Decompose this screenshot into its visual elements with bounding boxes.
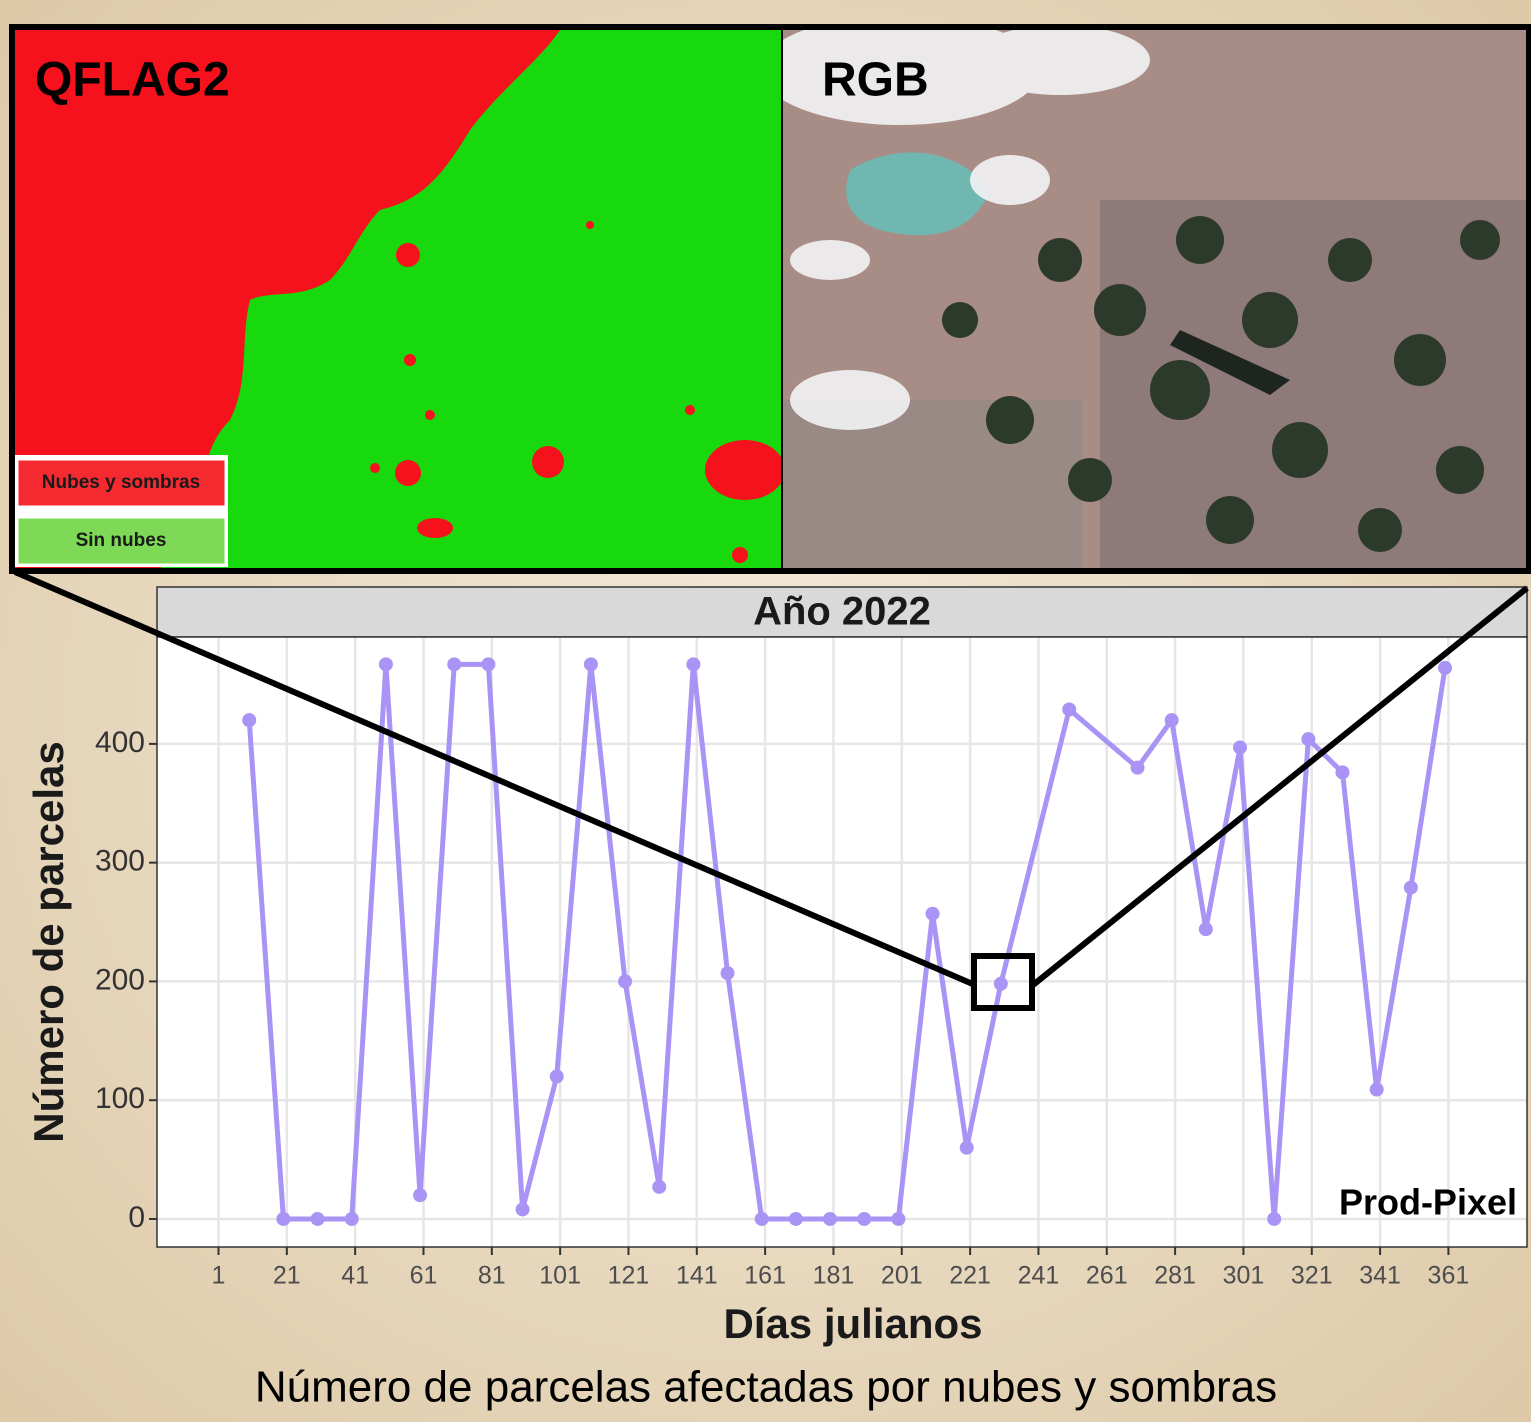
plot-area (157, 637, 1527, 1247)
x-tick-label: 361 (1428, 1262, 1470, 1290)
data-point (755, 1212, 769, 1226)
data-point (686, 657, 700, 671)
data-point (413, 1188, 427, 1202)
x-tick-label: 201 (881, 1262, 923, 1290)
data-point (242, 713, 256, 727)
data-point (311, 1212, 325, 1226)
y-tick-label: 100 (95, 1082, 145, 1115)
data-point (584, 657, 598, 671)
data-point (1267, 1212, 1281, 1226)
data-point (823, 1212, 837, 1226)
legend-label: Nubes y sombras (42, 472, 200, 493)
x-tick-label: 1 (212, 1262, 226, 1290)
image-label: QFLAG2 (35, 54, 230, 107)
x-axis-label: Días julianos (723, 1300, 982, 1347)
data-point (960, 1141, 974, 1155)
x-tick-label: 241 (1018, 1262, 1060, 1290)
data-point (1301, 732, 1315, 746)
image-legend: Nubes y sombras Sin nubes (15, 455, 228, 567)
data-point (276, 1212, 290, 1226)
x-tick-label: 161 (744, 1262, 786, 1290)
data-point (1199, 922, 1213, 936)
y-tick-label: 300 (95, 845, 145, 878)
x-tick-label: 181 (813, 1262, 855, 1290)
data-point (1438, 661, 1452, 675)
y-tick-label: 200 (95, 963, 145, 996)
data-point (516, 1202, 530, 1216)
data-point (652, 1180, 666, 1194)
data-point (891, 1212, 905, 1226)
data-point (857, 1212, 871, 1226)
legend-label: Sin nubes (76, 530, 167, 551)
x-tick-label: 221 (949, 1262, 991, 1290)
x-tick-label: 61 (410, 1262, 438, 1290)
data-point (481, 657, 495, 671)
x-tick-label: 341 (1359, 1262, 1401, 1290)
x-tick-label: 101 (539, 1262, 581, 1290)
data-point (1062, 702, 1076, 716)
caption: Número de parcelas afectadas por nubes y… (255, 1363, 1277, 1412)
x-tick-label: 141 (676, 1262, 718, 1290)
y-axis-label: Número de parcelas (25, 741, 72, 1143)
y-tick-label: 400 (95, 726, 145, 759)
data-point (1131, 761, 1145, 775)
image-label: RGB (822, 54, 929, 107)
data-point (1370, 1083, 1384, 1097)
x-tick-label: 261 (1086, 1262, 1128, 1290)
data-point (721, 966, 735, 980)
x-tick-label: 121 (608, 1262, 650, 1290)
data-point (1233, 740, 1247, 754)
data-point (1165, 713, 1179, 727)
x-tick-label: 321 (1291, 1262, 1333, 1290)
x-tick-label: 81 (478, 1262, 506, 1290)
data-point (926, 907, 940, 921)
data-point (994, 977, 1008, 991)
data-point (1336, 765, 1350, 779)
data-point (345, 1212, 359, 1226)
data-point (1404, 881, 1418, 895)
x-tick-label: 21 (273, 1262, 301, 1290)
x-tick-label: 301 (1223, 1262, 1265, 1290)
data-point (618, 974, 632, 988)
y-tick-label: 0 (128, 1201, 145, 1234)
figure: QFLAG2 RGB Nubes y sombras Sin nubes Año … (0, 0, 1531, 1422)
x-tick-label: 41 (341, 1262, 369, 1290)
data-point (447, 657, 461, 671)
x-tick-label: 281 (1154, 1262, 1196, 1290)
data-point (379, 657, 393, 671)
annotation: Prod-Pixel (1339, 1182, 1517, 1223)
data-point (550, 1069, 564, 1083)
panel-title: Año 2022 (753, 590, 931, 634)
data-point (789, 1212, 803, 1226)
